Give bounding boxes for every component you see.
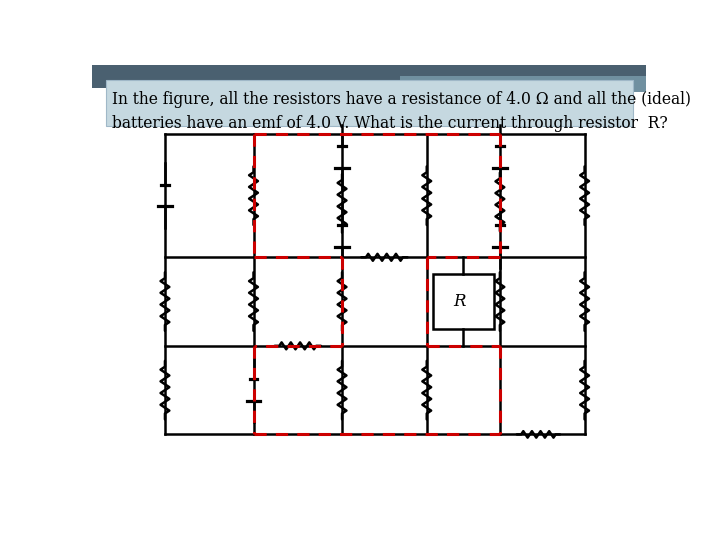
Text: R: R [453,293,466,310]
FancyBboxPatch shape [400,76,647,92]
Text: In the figure, all the resistors have a resistance of 4.0 Ω and all the (ideal)
: In the figure, all the resistors have a … [112,91,690,132]
FancyBboxPatch shape [92,65,647,88]
FancyBboxPatch shape [433,274,494,329]
FancyBboxPatch shape [106,80,633,126]
